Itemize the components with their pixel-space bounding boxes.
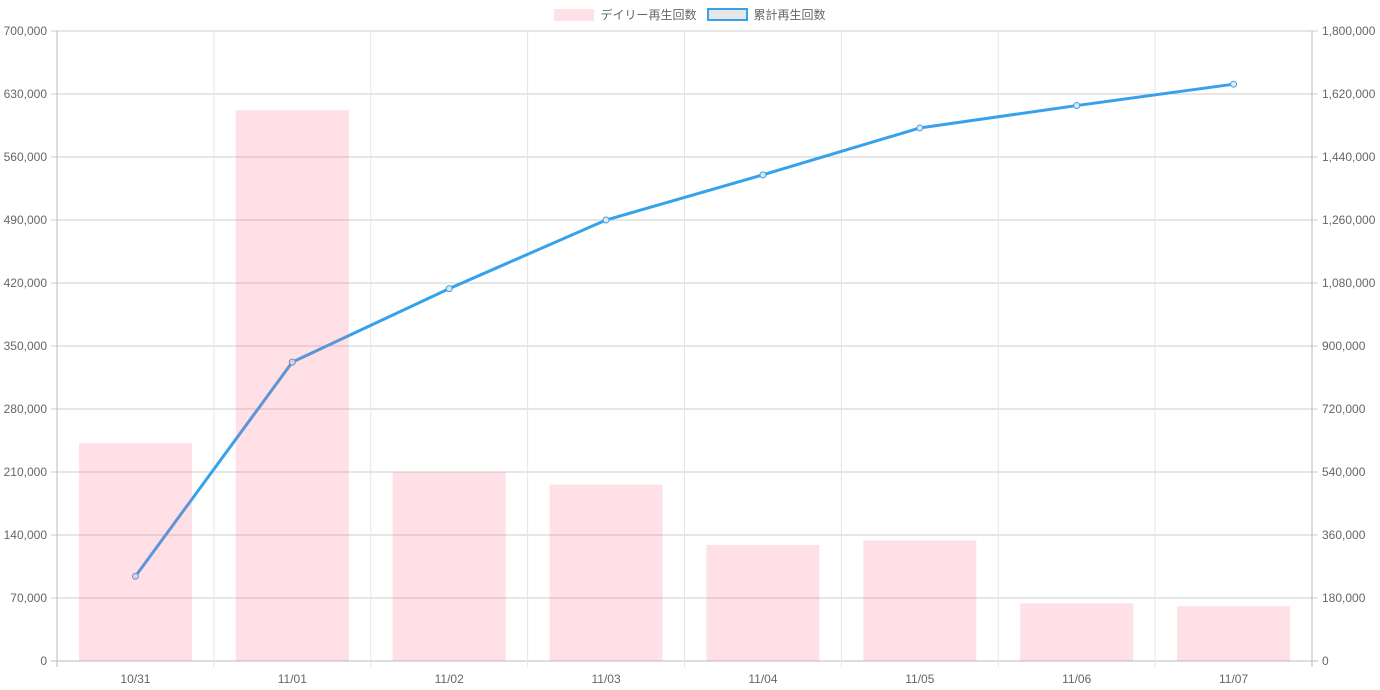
legend-item-cumulative[interactable]: 累計再生回数	[706, 6, 826, 23]
y-left-tick-label: 140,000	[4, 528, 48, 542]
x-tick-label: 11/06	[1062, 672, 1091, 686]
y-left-tick-label: 700,000	[4, 24, 48, 38]
line-series-cumulative	[134, 82, 1234, 578]
y-left-tick-label: 350,000	[4, 339, 48, 353]
y-right-tick-label: 0	[1322, 654, 1329, 668]
y-left-tick-label: 0	[40, 654, 47, 668]
x-tick-label: 11/03	[591, 672, 620, 686]
bar	[235, 110, 349, 661]
line-point	[1230, 80, 1238, 88]
bar	[392, 472, 506, 661]
y-left-tick-label: 210,000	[4, 465, 48, 479]
y-right-tick-label: 900,000	[1322, 339, 1366, 353]
line-point	[759, 171, 767, 179]
y-left-tick-label: 420,000	[4, 276, 48, 290]
y-left-tick-label: 490,000	[4, 213, 48, 227]
bar	[78, 443, 192, 661]
bar	[863, 540, 977, 661]
legend: デイリー再生回数 累計再生回数	[0, 6, 1380, 23]
y-right-tick-label: 1,440,000	[1322, 150, 1376, 164]
y-left-tick-label: 630,000	[4, 87, 48, 101]
legend-label-cumulative: 累計再生回数	[753, 8, 826, 22]
line-point	[1073, 102, 1081, 110]
legend-swatch-daily	[554, 8, 595, 21]
line-point	[288, 358, 296, 366]
y-right-tick-label: 360,000	[1322, 528, 1366, 542]
line-point	[131, 572, 139, 580]
bar	[549, 484, 663, 661]
x-tick-label: 11/01	[278, 672, 307, 686]
bar	[1020, 603, 1134, 661]
bar	[706, 544, 820, 661]
y-right-tick-label: 540,000	[1322, 465, 1366, 479]
y-right-tick-label: 720,000	[1322, 402, 1366, 416]
legend-label-daily: デイリー再生回数	[600, 8, 697, 22]
y-right-tick-label: 1,080,000	[1322, 276, 1376, 290]
x-tick-label: 10/31	[120, 672, 150, 686]
y-left-tick-label: 280,000	[4, 402, 48, 416]
x-tick-label: 11/05	[905, 672, 934, 686]
x-tick-label: 11/07	[1219, 672, 1248, 686]
line-point	[602, 216, 610, 224]
y-right-tick-label: 1,800,000	[1322, 24, 1376, 38]
line-point	[916, 124, 924, 132]
y-right-tick-label: 180,000	[1322, 591, 1366, 605]
line-point	[445, 285, 453, 293]
y-left-tick-label: 70,000	[10, 591, 47, 605]
y-left-tick-label: 560,000	[4, 150, 48, 164]
y-right-tick-label: 1,620,000	[1322, 87, 1376, 101]
y-right-tick-label: 1,260,000	[1322, 213, 1376, 227]
legend-item-daily[interactable]: デイリー再生回数	[554, 6, 697, 23]
x-tick-label: 11/04	[748, 672, 777, 686]
legend-swatch-cumulative	[706, 8, 748, 21]
x-tick-label: 11/02	[435, 672, 464, 686]
bar	[1177, 606, 1291, 661]
